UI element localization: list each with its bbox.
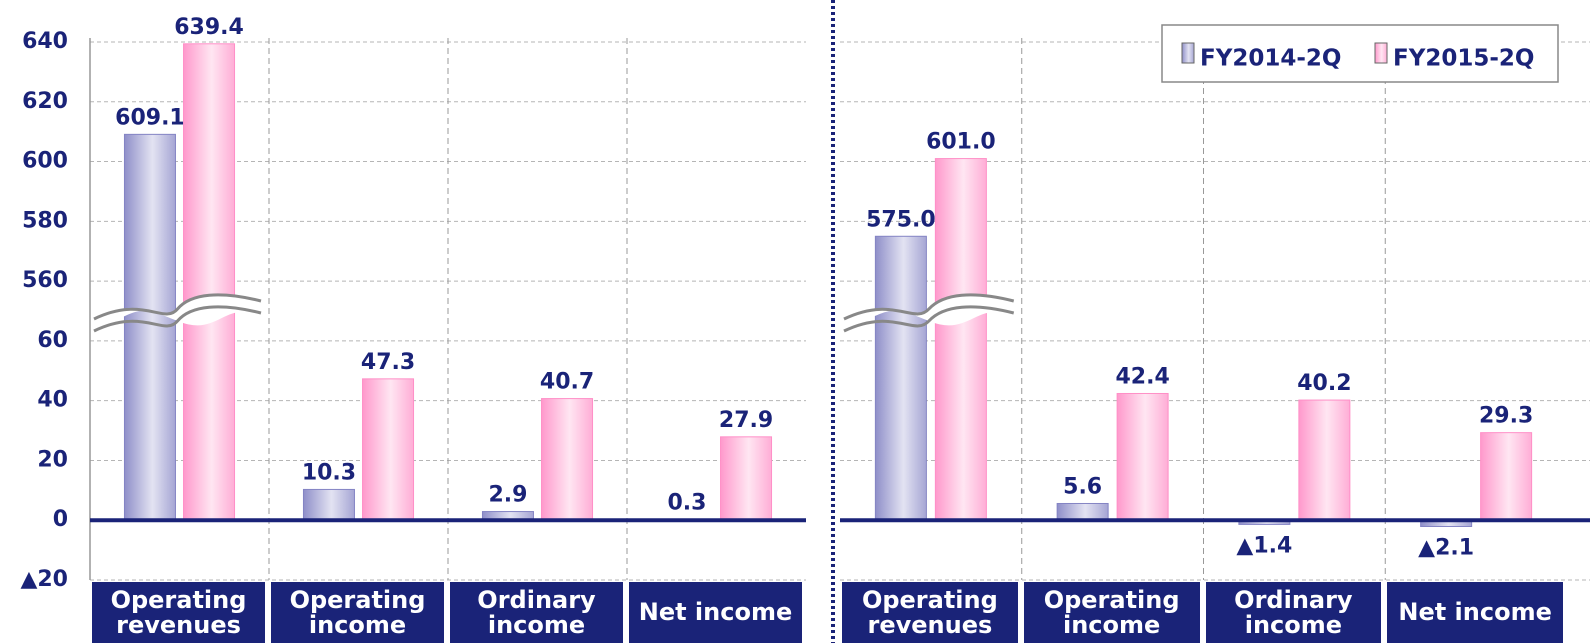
category-label: Ordinary income: [1205, 582, 1382, 643]
y-tick-label: 620: [22, 89, 68, 114]
bar: [1298, 399, 1351, 521]
value-label: ▲2.1: [1418, 535, 1474, 560]
y-tick-label: ▲20: [20, 567, 68, 592]
category-label: Operating income: [271, 582, 444, 643]
axis-break-line: [93, 293, 262, 321]
legend-swatch: [1374, 42, 1388, 64]
y-tick-label: 0: [53, 507, 68, 532]
value-label: 27.9: [719, 408, 773, 433]
category-label: Net income: [629, 582, 802, 643]
value-label: ▲1.4: [1236, 533, 1292, 558]
category-label: Operating income: [1023, 582, 1200, 643]
y-tick-label: 60: [37, 328, 68, 353]
axis-break-line: [93, 305, 262, 333]
value-label: 47.3: [361, 350, 415, 375]
axis-break-fill: [94, 294, 261, 331]
axis-break-line: [843, 305, 1015, 333]
value-label: 575.0: [866, 207, 936, 232]
bar: [541, 398, 594, 521]
value-label: 40.7: [540, 370, 594, 395]
legend-label: FY2014-2Q: [1200, 46, 1341, 72]
y-tick-label: 600: [22, 149, 68, 174]
bar: [874, 235, 927, 521]
value-label: 42.4: [1115, 364, 1169, 389]
category-label: Net income: [1387, 582, 1563, 643]
bar: [1056, 502, 1109, 521]
value-label: 29.3: [1479, 404, 1533, 429]
legend-box: [1161, 24, 1559, 83]
category-label: Operating revenues: [92, 582, 265, 643]
legend-label: FY2015-2Q: [1393, 46, 1534, 72]
value-label: 40.2: [1297, 371, 1351, 396]
bar: [934, 158, 987, 521]
y-tick-label: 20: [37, 447, 68, 472]
value-label: 601.0: [926, 130, 996, 155]
y-tick-label: 560: [22, 268, 68, 293]
value-label: 639.4: [174, 15, 244, 40]
bar: [1480, 432, 1533, 521]
bar: [183, 43, 236, 521]
bar: [302, 488, 355, 521]
value-label: 609.1: [115, 105, 185, 130]
y-tick-label: 640: [22, 29, 68, 54]
value-label: 10.3: [302, 460, 356, 485]
bar: [362, 378, 415, 521]
legend-swatch: [1181, 42, 1195, 64]
value-label: 2.9: [488, 483, 527, 508]
y-tick-label: 580: [22, 208, 68, 233]
bar: [720, 436, 773, 521]
value-label: 0.3: [667, 490, 706, 515]
axis-break-fill: [844, 294, 1014, 331]
value-label: 5.6: [1063, 474, 1102, 499]
bar: [1116, 392, 1169, 521]
y-tick-label: 40: [37, 388, 68, 413]
category-label: Operating revenues: [842, 582, 1018, 643]
axis-break-line: [843, 293, 1015, 321]
category-label: Ordinary income: [450, 582, 623, 643]
